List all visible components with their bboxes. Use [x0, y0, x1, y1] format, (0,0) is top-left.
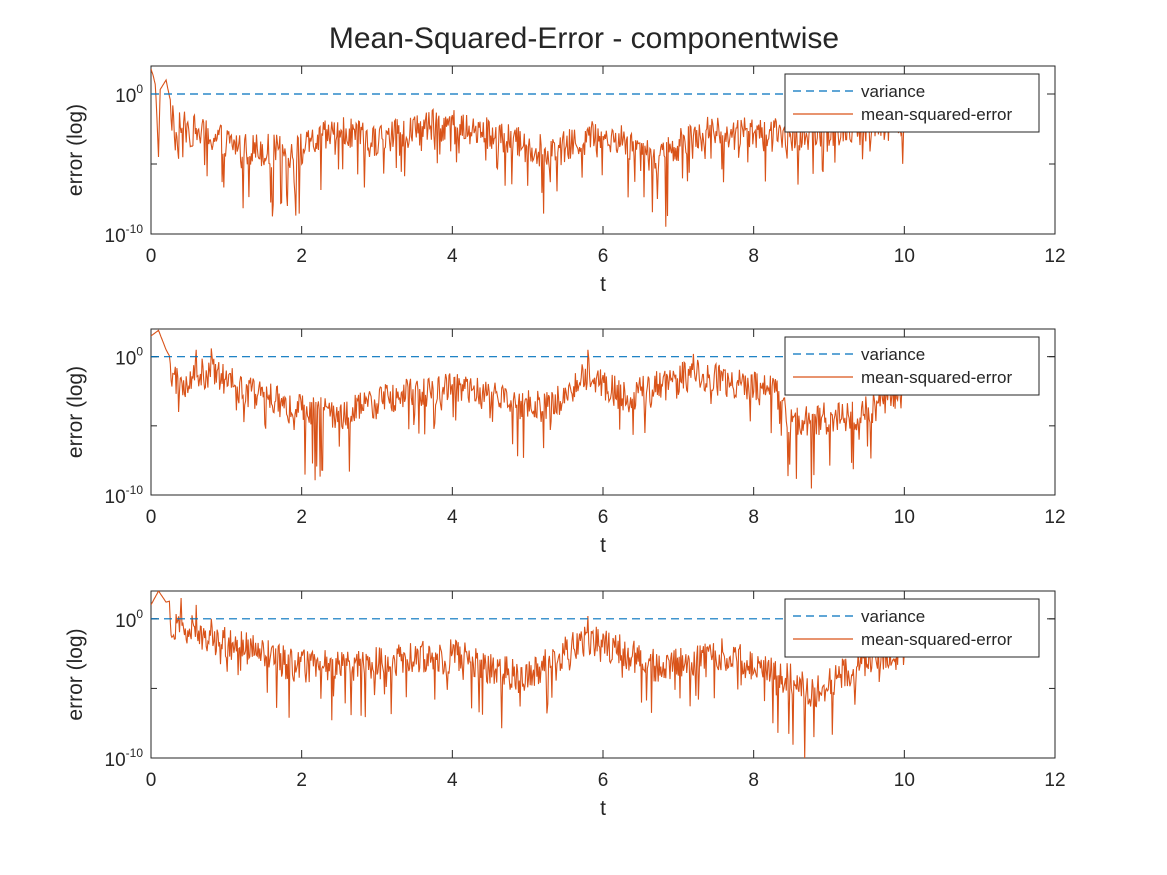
- mse-series-line: [151, 591, 905, 758]
- y-axis-label: error (log): [64, 628, 87, 720]
- y-tick-label: 100: [115, 82, 143, 107]
- x-tick-label: 10: [894, 507, 915, 528]
- x-tick-label: 0: [146, 770, 157, 791]
- x-tick-label: 0: [146, 246, 157, 267]
- subplot-3: 0 2 4 6 8 10 12 10-10 100 t error (log) variance mea…: [64, 590, 1066, 820]
- legend: variance mean-squared-error: [784, 73, 1040, 133]
- legend-entry-label: variance: [861, 607, 925, 626]
- plot-area: [151, 329, 905, 489]
- legend-entry-label: variance: [861, 82, 925, 101]
- legend-entry-label: mean-squared-error: [861, 105, 1013, 124]
- x-tick-label: 0: [146, 507, 157, 528]
- x-tick-label: 4: [447, 770, 458, 791]
- y-axis-label: error (log): [64, 104, 87, 196]
- x-tick-label: 6: [598, 770, 609, 791]
- x-tick-label: 6: [598, 507, 609, 528]
- legend-box: [784, 336, 1040, 396]
- x-axis-label: t: [600, 273, 606, 296]
- mse-series-line: [151, 68, 905, 227]
- x-tick-label: 4: [447, 246, 458, 267]
- y-tick-label: 10-10: [105, 746, 144, 771]
- x-tick-label: 2: [296, 246, 307, 267]
- x-tick-label: 8: [748, 507, 759, 528]
- figure-title: Mean-Squared-Error - componentwise: [329, 22, 839, 55]
- x-tick-label: 12: [1044, 246, 1065, 267]
- x-tick-label: 6: [598, 246, 609, 267]
- y-axis-label: error (log): [64, 366, 87, 458]
- y-tick-label: 10-10: [105, 222, 144, 247]
- plot-area: [151, 68, 905, 227]
- y-tick-label: 100: [115, 345, 143, 370]
- legend-entry-label: mean-squared-error: [861, 368, 1013, 387]
- x-tick-label: 2: [296, 507, 307, 528]
- x-axis-label: t: [600, 797, 606, 820]
- x-tick-label: 8: [748, 246, 759, 267]
- y-tick-label: 10-10: [105, 483, 144, 508]
- x-tick-label: 4: [447, 507, 458, 528]
- legend: variance mean-squared-error: [784, 336, 1040, 396]
- legend-box: [784, 598, 1040, 658]
- x-tick-label: 12: [1044, 507, 1065, 528]
- x-tick-label: 10: [894, 770, 915, 791]
- legend-entry-label: variance: [861, 345, 925, 364]
- y-tick-label: 100: [115, 607, 143, 632]
- x-axis-label: t: [600, 534, 606, 557]
- mse-series-line: [151, 329, 905, 489]
- legend: variance mean-squared-error: [784, 598, 1040, 658]
- x-tick-label: 12: [1044, 770, 1065, 791]
- legend-box: [784, 73, 1040, 133]
- subplot-1: 0 2 4 6 8 10 12 10-10 100 t error (log) variance mea…: [64, 65, 1066, 296]
- legend-entry-label: mean-squared-error: [861, 630, 1013, 649]
- x-tick-label: 8: [748, 770, 759, 791]
- plot-area: [151, 591, 905, 758]
- x-tick-label: 10: [894, 246, 915, 267]
- x-tick-label: 2: [296, 770, 307, 791]
- subplot-2: 0 2 4 6 8 10 12 10-10 100 t error (log) variance mea…: [64, 328, 1066, 557]
